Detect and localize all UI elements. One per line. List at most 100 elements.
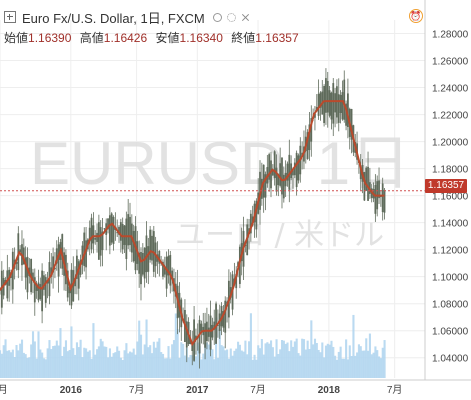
volume-bar: [81, 357, 84, 378]
volume-bar: [182, 343, 185, 378]
volume-bar: [63, 346, 66, 378]
volume-bar: [125, 343, 128, 378]
volume-bar: [72, 348, 75, 378]
x-tick-label: 1月: [0, 384, 8, 396]
volume-bar: [370, 354, 373, 378]
volume-bar: [103, 346, 106, 378]
candle-body: [224, 300, 227, 333]
y-tick-label: 1.14000: [432, 219, 469, 230]
volume-bar: [196, 342, 199, 378]
volume-bar: [268, 343, 271, 378]
volume-bar: [280, 339, 284, 378]
volume-bar: [306, 340, 309, 378]
volume-bar: [313, 338, 317, 378]
candle-body: [341, 92, 344, 120]
expand-icon[interactable]: [4, 11, 16, 23]
volume-bar: [138, 320, 141, 378]
volume-bar: [121, 359, 124, 378]
volume-bar: [165, 358, 168, 378]
symbol-title[interactable]: Euro Fx/U.S. Dollar, 1日, FXCM: [22, 10, 205, 26]
candle-body: [367, 166, 369, 201]
volume-bar: [178, 357, 181, 378]
volume-bar: [194, 356, 198, 378]
volume-bar: [19, 343, 22, 378]
volume-bar: [92, 323, 95, 378]
settings-icon[interactable]: [226, 12, 236, 22]
volume-bar: [116, 346, 119, 378]
candle-body: [169, 254, 172, 286]
volume-bar: [118, 350, 121, 378]
volume-bar: [68, 349, 71, 378]
candle-body: [347, 93, 349, 128]
close-icon[interactable]: [241, 13, 250, 22]
candle-body: [215, 303, 217, 344]
volume-bar: [249, 313, 252, 378]
volume-bar: [174, 313, 177, 378]
candle-body: [235, 273, 238, 289]
watermark-symbol: EURUSD, 1日: [30, 130, 410, 197]
candle-body: [138, 252, 141, 274]
candle-body: [317, 93, 320, 116]
candle-body: [118, 226, 120, 235]
volume-bar: [301, 338, 304, 378]
volume-bar: [39, 349, 42, 378]
volume-bar: [185, 347, 188, 378]
volume-bar: [343, 358, 346, 378]
candle-body: [108, 215, 111, 246]
volume-bar: [323, 357, 326, 378]
volume-bar: [11, 349, 14, 378]
candle-body: [44, 277, 47, 303]
volume-bar: [365, 338, 368, 378]
candle-body: [310, 118, 313, 142]
candle-body: [24, 257, 27, 278]
volume-bar: [193, 350, 196, 378]
volume-bar: [97, 346, 100, 378]
volume-bar: [209, 341, 212, 378]
volume-bar: [324, 345, 328, 378]
volume-bar: [207, 344, 210, 378]
candle-body: [103, 228, 106, 230]
candle-body: [22, 247, 25, 265]
volume-bar: [110, 356, 113, 378]
volume-bar: [317, 349, 320, 378]
candle-body: [32, 272, 34, 280]
volume-bar: [315, 343, 318, 378]
volume-bar: [213, 359, 216, 378]
volume-bar: [61, 355, 64, 378]
candle-body: [325, 78, 327, 113]
volume-bar: [134, 354, 137, 378]
volume-bar: [31, 331, 35, 378]
candle-body: [326, 80, 329, 113]
candle-body: [337, 94, 340, 123]
candle-body: [92, 225, 95, 244]
candle-body: [286, 163, 289, 181]
price-axis[interactable]: 1.28000 1.26000 1.24000 1.22000 1.20000 1.180…: [432, 30, 469, 365]
volume-bar: [290, 340, 293, 378]
time-axis[interactable]: 1月 2016 7月 2017 7月 2018 7月: [0, 384, 402, 396]
volume-bar: [141, 354, 144, 378]
volume-bar: [41, 352, 44, 378]
alert-icon[interactable]: ⏰: [409, 9, 423, 23]
volume-bar: [180, 342, 183, 378]
volume-bar: [66, 351, 69, 378]
volume-bar: [2, 345, 5, 378]
volume-bar: [357, 344, 360, 378]
volume-bar: [0, 350, 2, 378]
volume-bar: [277, 353, 280, 378]
volume-bar: [99, 338, 102, 378]
x-tick-label: 7月: [250, 384, 266, 396]
volume-bar: [242, 351, 245, 378]
visibility-icon[interactable]: [212, 12, 222, 22]
volume-bar: [337, 351, 340, 378]
candle-body: [140, 251, 142, 285]
candle-body: [339, 94, 342, 114]
candle-body: [57, 244, 60, 277]
volume-bar: [48, 340, 51, 378]
volume-bar: [341, 358, 344, 378]
volume-bar: [326, 343, 329, 378]
volume-bar: [123, 350, 126, 378]
volume-bar: [339, 346, 342, 378]
volume-bar: [381, 347, 384, 378]
candle-body: [158, 250, 161, 264]
